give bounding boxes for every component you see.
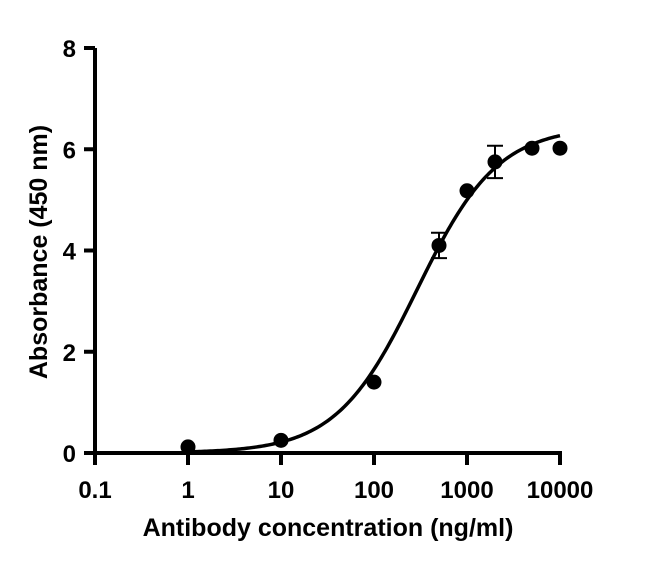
fit-curve (187, 133, 561, 454)
y-tick-label: 8 (63, 36, 76, 63)
data-point (459, 183, 475, 199)
x-tick-label: 0.1 (78, 477, 111, 504)
data-point (487, 154, 503, 170)
data-point (524, 140, 540, 156)
data-point (180, 439, 196, 455)
x-tick-label: 1 (181, 477, 194, 504)
x-tick-label: 100 (354, 477, 394, 504)
data-point (431, 237, 447, 253)
y-tick-label: 6 (63, 137, 76, 164)
y-tick-label: 2 (63, 340, 76, 367)
y-tick-label: 4 (63, 239, 77, 266)
x-tick-label: 10 (268, 477, 295, 504)
y-tick-label: 0 (63, 441, 76, 468)
y-ticks: 0 2 4 6 8 (63, 36, 95, 468)
data-points (180, 140, 568, 455)
x-axis-title: Antibody concentration (ng/ml) (143, 514, 514, 542)
data-point (552, 140, 568, 156)
axes (93, 48, 562, 455)
data-point (366, 374, 382, 390)
x-ticks: 0.1 1 10 100 1000 10000 (78, 453, 593, 504)
x-tick-label: 10000 (527, 477, 594, 504)
data-point (273, 432, 289, 448)
y-axis-title: Absorbance (450 nm) (25, 125, 53, 379)
x-tick-label: 1000 (440, 477, 493, 504)
